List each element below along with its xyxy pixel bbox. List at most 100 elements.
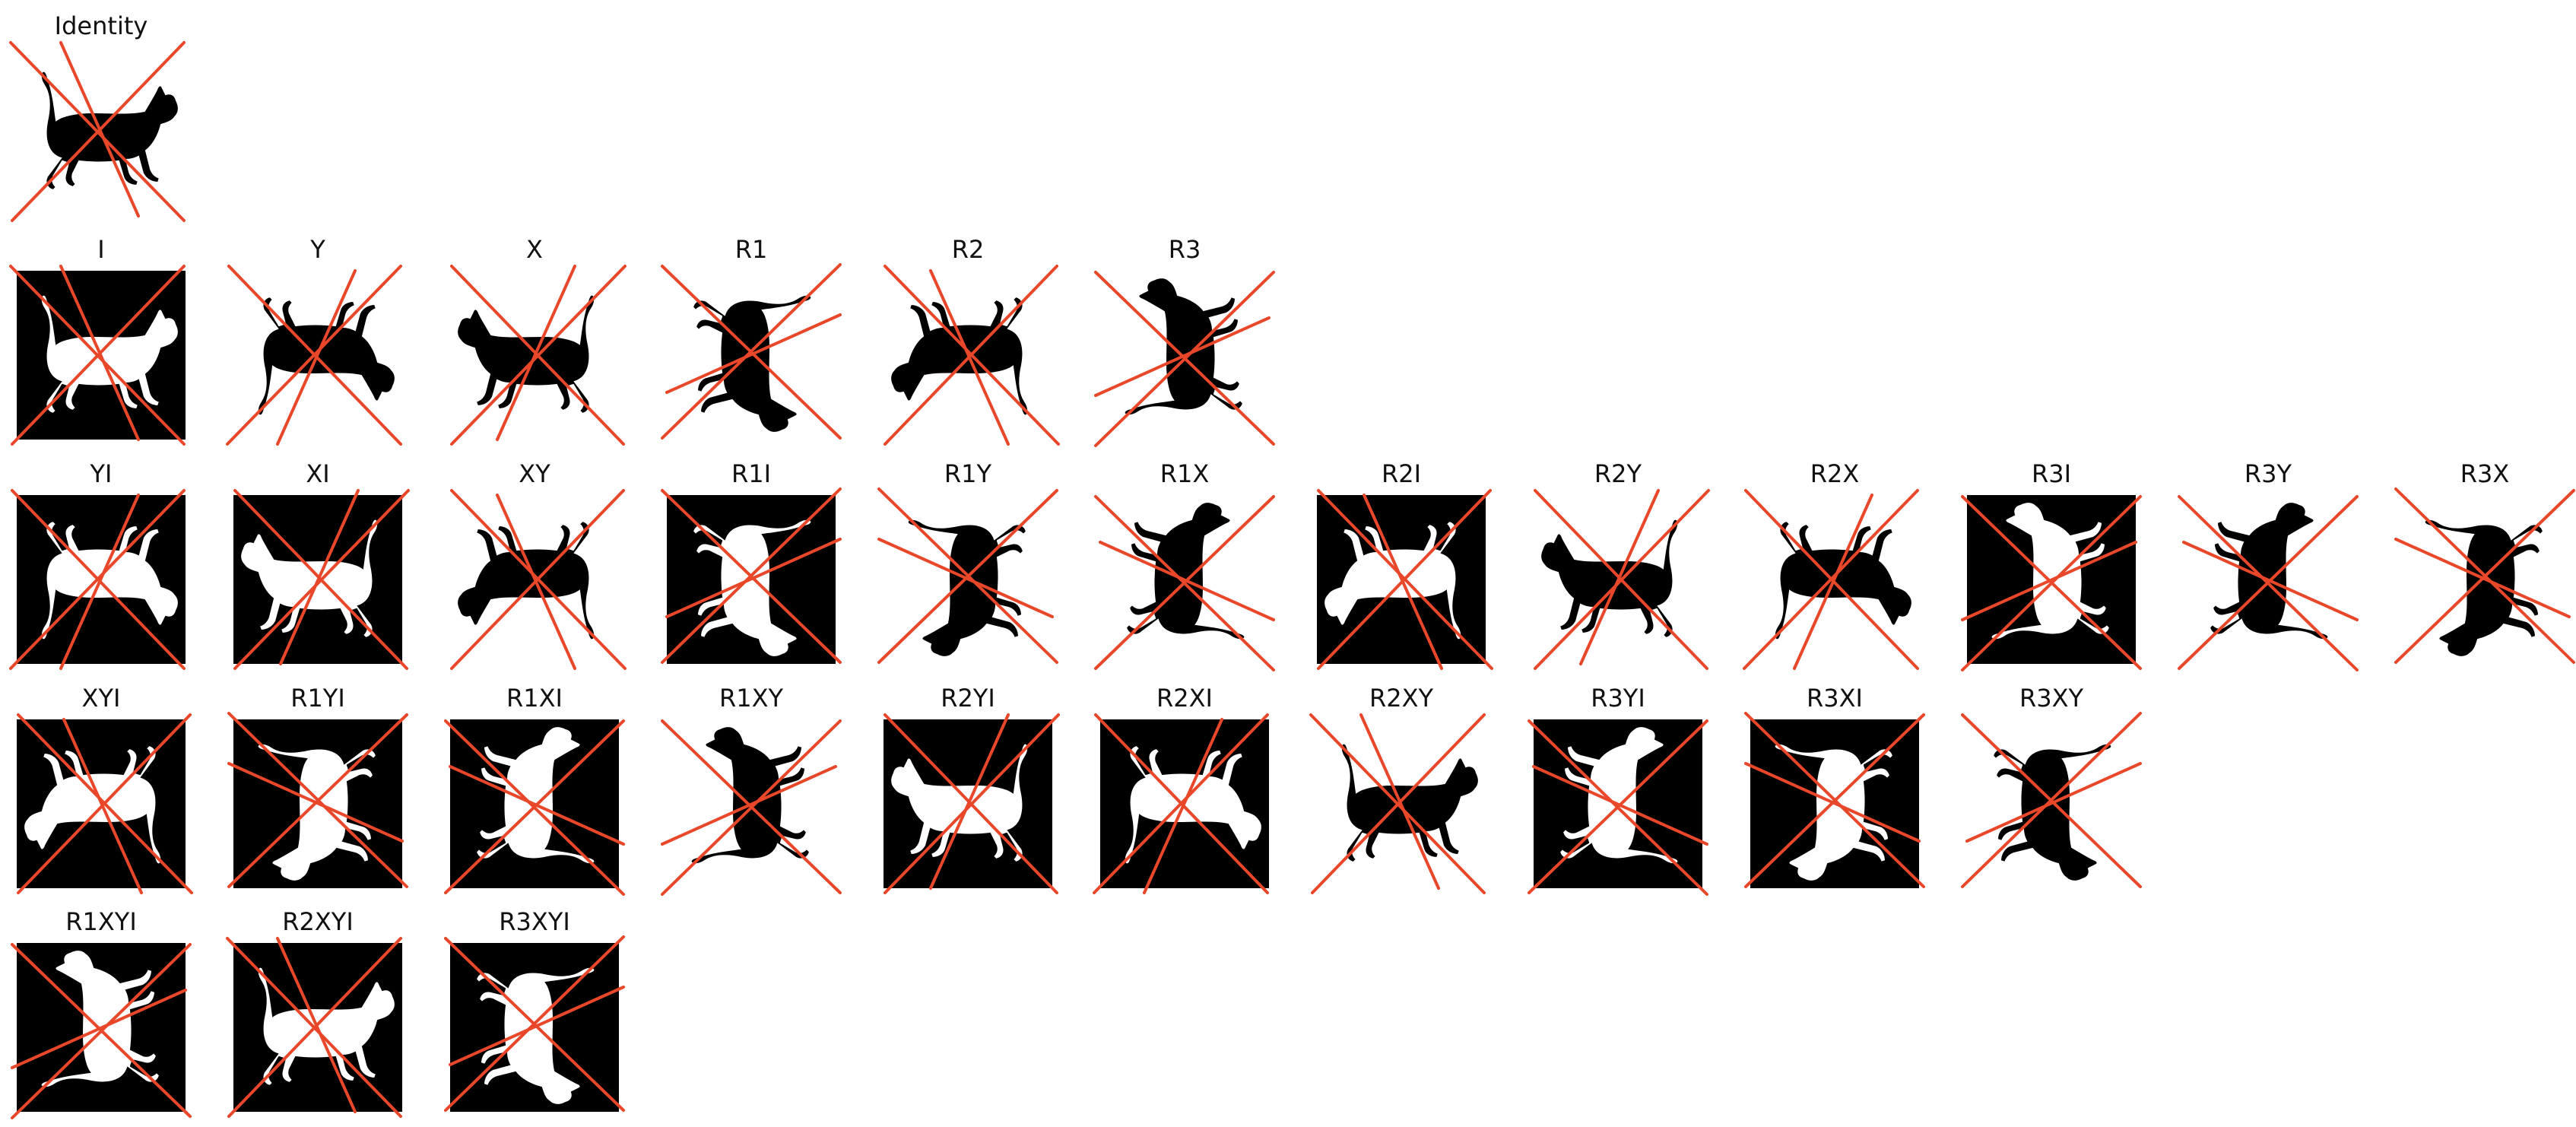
cat-silhouette-icon (1094, 271, 1275, 447)
red-stroke (2394, 489, 2575, 664)
cat-body (890, 295, 1029, 417)
red-stroke (1094, 713, 1269, 894)
panel-caption: R3Y (2244, 459, 2292, 488)
cat-body (2208, 501, 2330, 641)
cat-body (1123, 744, 1263, 865)
red-stroke (661, 719, 842, 894)
cat-silhouette-icon (661, 487, 842, 664)
panel-r3yi: R3YI (1528, 684, 1708, 896)
panel-caption: R1X (1160, 459, 1210, 488)
cat-body (906, 518, 1028, 658)
red-stroke (1579, 489, 1660, 665)
cat-body (40, 519, 179, 641)
panel-r2xyi: R2XYI (226, 907, 402, 1118)
panel-xy: XY (450, 459, 627, 670)
panel-caption: R3XYI (499, 907, 570, 936)
panel-identity: Identity (9, 11, 186, 222)
red-stroke (444, 937, 625, 1112)
red-stroke (450, 265, 625, 446)
panel-r3xi: R3XI (1744, 684, 1925, 888)
red-stroke (1793, 494, 1873, 670)
panel-r1y: R1Y (877, 459, 1058, 664)
red-stroke (1744, 489, 1919, 670)
cat-silhouette-icon (2178, 495, 2359, 671)
cat-silhouette-icon (1093, 713, 1269, 894)
cat-silhouette-icon (1528, 719, 1708, 896)
red-stroke (661, 489, 842, 664)
red-stroke (1965, 762, 2142, 843)
red-stroke (1359, 713, 1440, 890)
cat-silhouette-icon (450, 489, 627, 670)
red-stroke (661, 765, 837, 846)
panel-r3xy: R3XY (1961, 684, 2142, 888)
red-stroke (59, 494, 140, 670)
panel-caption: I (97, 235, 105, 264)
red-stroke (279, 489, 360, 665)
red-stroke (11, 989, 187, 1069)
red-stroke (59, 265, 140, 441)
cat-silhouette-icon (1309, 713, 1486, 894)
red-stroke (1532, 765, 1708, 846)
cat-silhouette-icon (233, 489, 410, 670)
cat-body (1340, 742, 1480, 864)
cat-silhouette-icon (9, 489, 186, 670)
panel-xi: XI (233, 459, 410, 670)
panel-caption: R1I (731, 459, 772, 488)
red-stroke (11, 943, 192, 1118)
panel-caption: R3XY (2019, 684, 2084, 713)
panel-caption: XY (519, 459, 550, 488)
cat-silhouette-icon (9, 265, 186, 446)
red-stroke (11, 489, 186, 670)
panel-x: X (450, 235, 627, 446)
cat-body (1773, 519, 1913, 641)
cat-body (40, 949, 161, 1089)
panel-caption: R2XY (1369, 684, 1434, 713)
panel-caption: R2YI (941, 684, 995, 713)
cat-body (23, 744, 163, 865)
red-stroke (1961, 495, 2142, 670)
panel-r1xyi: R1XYI (11, 907, 192, 1119)
cat-body (474, 966, 596, 1106)
red-stroke (449, 986, 625, 1066)
panel-xyi: XYI (17, 684, 193, 894)
cat-body (1990, 501, 2111, 641)
cat-silhouette-icon (661, 263, 842, 440)
panel-caption: R3X (2460, 459, 2510, 488)
panel-caption: R1YI (290, 684, 345, 713)
cat-silhouette-icon (9, 41, 186, 222)
cat-silhouette-icon (661, 719, 842, 896)
red-stroke (665, 538, 842, 618)
cat-body (456, 294, 596, 415)
cat-body (690, 725, 811, 865)
cat-silhouette-icon (227, 712, 408, 888)
panel-caption: R2Y (1594, 459, 1642, 488)
red-stroke (227, 937, 402, 1118)
panel-r1yi: R1YI (227, 684, 408, 888)
red-stroke (496, 494, 576, 670)
red-stroke (227, 762, 404, 843)
cat-silhouette-icon (1744, 712, 1925, 888)
red-stroke (276, 937, 357, 1113)
panel-r2xy: R2XY (1309, 684, 1486, 894)
red-stroke (877, 489, 1058, 664)
panel-r2yi: R2YI (884, 684, 1060, 894)
cat-body (474, 725, 596, 865)
cat-silhouette-icon (450, 265, 627, 446)
panel-r3xyi: R3XYI (444, 907, 625, 1112)
cat-body (691, 294, 813, 433)
cat-body (890, 742, 1029, 864)
panel-caption: R1Y (944, 459, 992, 488)
red-stroke (1311, 713, 1486, 894)
red-stroke (227, 265, 402, 446)
panel-caption: Identity (54, 11, 148, 40)
cat-silhouette-icon (444, 719, 625, 896)
cat-body (40, 294, 179, 415)
panel-r2y: R2Y (1534, 459, 1710, 670)
panel-caption: R3I (2031, 459, 2072, 488)
red-stroke (17, 713, 192, 894)
red-stroke (11, 265, 186, 446)
red-stroke (1099, 541, 1275, 621)
panel-caption: R2XI (1156, 684, 1213, 713)
panel-yi: YI (9, 459, 186, 670)
red-stroke (496, 265, 576, 441)
